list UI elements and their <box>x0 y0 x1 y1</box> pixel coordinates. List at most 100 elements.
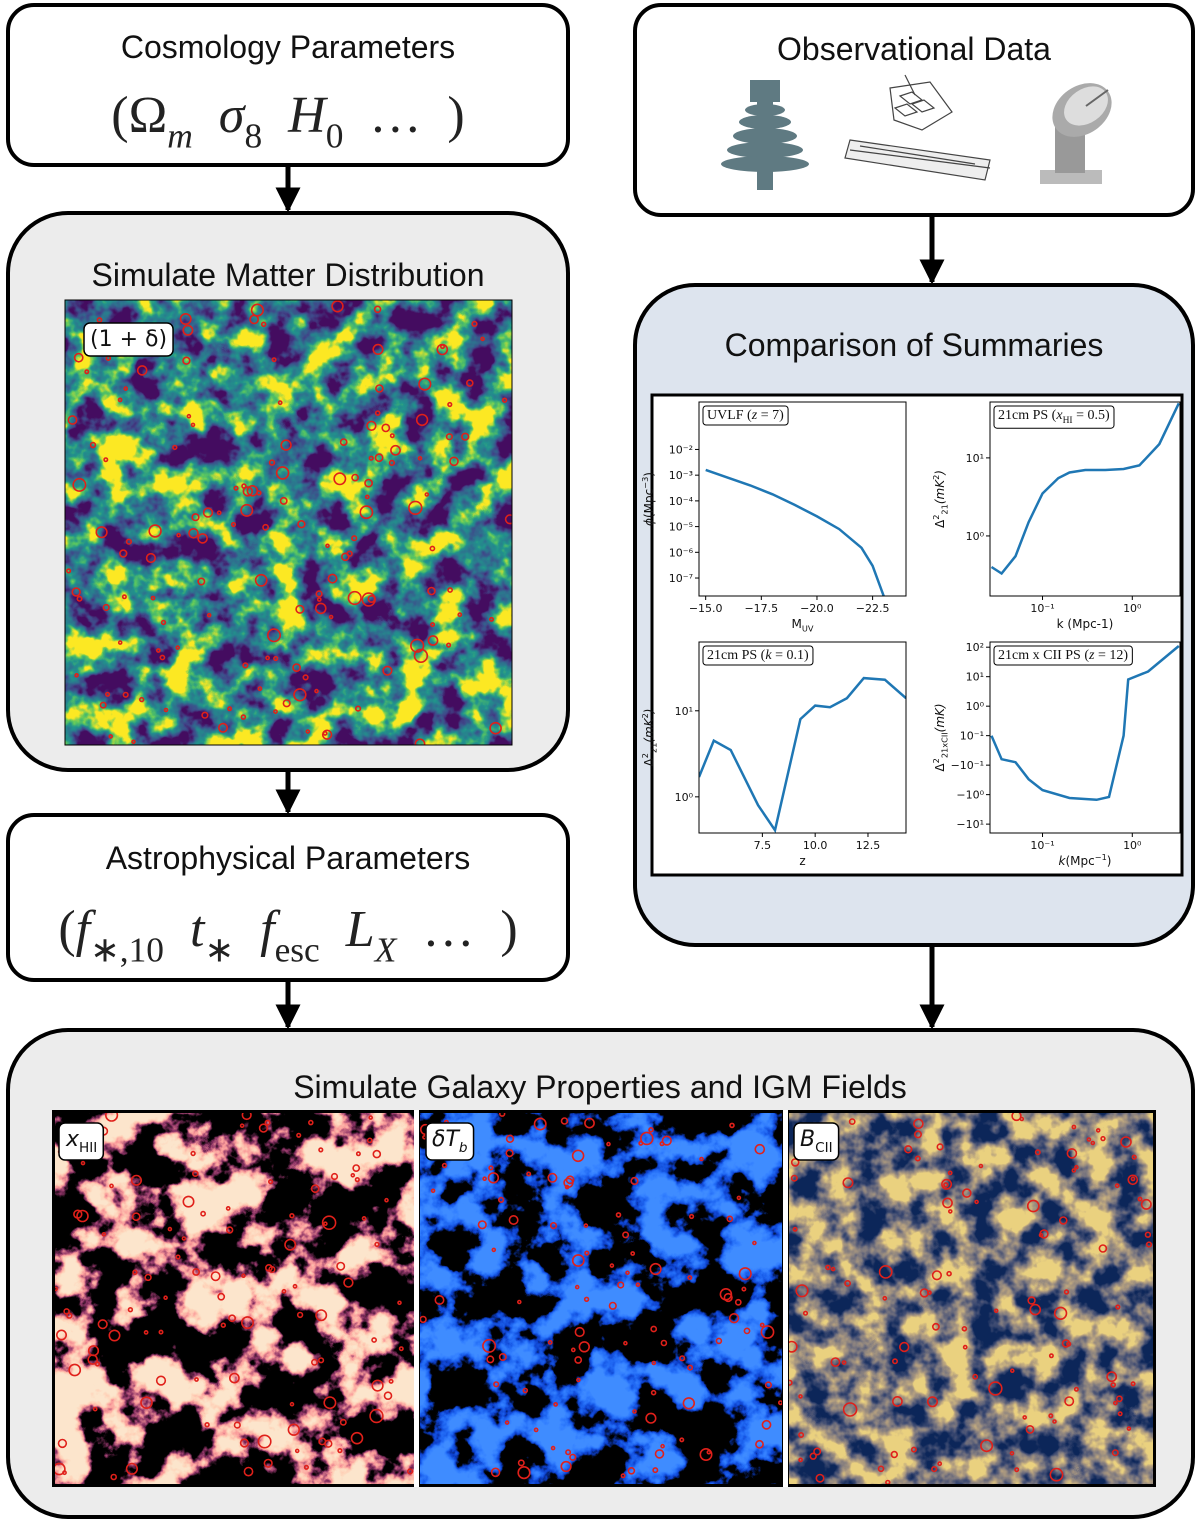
halo-marker <box>729 1122 735 1129</box>
halo-marker <box>1117 1411 1123 1417</box>
panel-label-box <box>793 1122 840 1161</box>
halo-marker <box>715 1337 723 1345</box>
node-title: Simulate Galaxy Properties and IGM Field… <box>293 1069 907 1105</box>
halo-marker <box>57 1438 68 1449</box>
y-tick-label: 10⁰ <box>966 700 985 713</box>
charts: −15.0 −17.5 −20.0 −22.510⁻⁷10⁻⁶10⁻⁵10⁻⁴10⁻³… <box>640 401 1181 868</box>
halo-marker <box>262 523 269 531</box>
halo-marker <box>314 688 319 694</box>
halo-marker <box>281 1288 287 1294</box>
halo-marker <box>941 1178 953 1190</box>
halo-marker <box>143 1330 149 1335</box>
halo-marker <box>547 1340 553 1345</box>
halo-marker <box>364 494 370 500</box>
halo-marker <box>167 1226 173 1232</box>
halo-marker <box>434 1295 445 1306</box>
halo-marker <box>687 1364 694 1371</box>
halo-marker <box>351 535 358 542</box>
halo-marker <box>427 635 439 646</box>
halo-marker <box>303 1464 310 1470</box>
halo-marker <box>961 1326 968 1332</box>
halo-marker <box>632 1409 637 1414</box>
separator <box>783 1110 788 1487</box>
halo-marker <box>318 1147 324 1153</box>
halo-marker <box>254 573 268 587</box>
halo-marker <box>943 1182 949 1188</box>
halo-marker <box>571 1149 585 1163</box>
halo-marker <box>583 1296 590 1303</box>
halo-marker <box>294 1448 300 1454</box>
halo-marker <box>192 1170 199 1177</box>
halo-marker <box>351 473 359 482</box>
halo-marker <box>359 505 374 520</box>
y-tick-label: 10⁻¹ <box>960 730 984 743</box>
halo-marker <box>815 1473 825 1483</box>
halo-marker <box>620 1473 626 1479</box>
halo-marker <box>125 538 132 545</box>
halo-marker <box>1127 1174 1139 1186</box>
halo-marker <box>398 1346 404 1352</box>
halo-marker <box>318 1437 327 1446</box>
halo-marker <box>841 1360 847 1366</box>
halo-marker <box>132 1269 138 1276</box>
chart-title-box <box>702 405 789 426</box>
halo-marker <box>790 1158 800 1167</box>
chart-title: 21cm PS (k = 0.1) <box>707 648 809 663</box>
halo-marker <box>413 648 429 663</box>
text-segment: 2 <box>931 475 941 480</box>
halo-marker <box>738 1267 752 1281</box>
halo-marker <box>67 415 78 425</box>
plot-frame <box>989 401 1181 597</box>
halo-marker <box>461 432 470 441</box>
halo-marker <box>369 1408 384 1424</box>
chart: 10⁻¹ 10⁰ −10¹ −10⁰ −10⁻¹ 10⁻¹ 10⁰ 10¹ 10² k(Mpc−1… <box>931 641 1181 868</box>
halo-marker <box>263 1458 273 1468</box>
halo-marker <box>809 1452 817 1460</box>
halo-marker <box>339 438 348 446</box>
halo-marker <box>1110 1382 1116 1388</box>
halo-marker <box>372 343 384 356</box>
text-segment: CII <box>815 1140 833 1156</box>
halo-marker <box>488 616 494 622</box>
halo-marker <box>327 573 338 584</box>
halo-marker <box>268 1179 274 1185</box>
halo-marker <box>719 1288 733 1301</box>
halo-marker <box>1034 1149 1041 1156</box>
halo-marker <box>388 459 396 467</box>
halo-marker <box>316 597 322 602</box>
x-axis-label: z <box>799 854 805 868</box>
halo-marker <box>489 721 502 735</box>
halo-marker <box>350 1431 364 1445</box>
text-segment: x <box>1055 408 1063 423</box>
halo-marker <box>206 612 212 618</box>
halo-marker <box>699 1156 704 1162</box>
halo-marker <box>898 1341 910 1353</box>
halo-marker <box>477 1220 487 1230</box>
x-tick-label: 10⁻¹ <box>1030 602 1054 615</box>
halo-marker <box>330 1172 339 1181</box>
halo-marker <box>482 1176 487 1181</box>
y-tick-label: 10⁻³ <box>669 469 693 482</box>
halo-marker <box>226 1226 234 1234</box>
halo-marker <box>547 1172 558 1183</box>
halo-marker <box>498 1353 507 1362</box>
halo-marker <box>679 1355 686 1362</box>
text-segment: Δ <box>933 519 947 528</box>
halo-marker <box>371 1337 377 1343</box>
halo-marker <box>249 314 259 325</box>
halo-marker <box>1025 1425 1035 1434</box>
halo-marker <box>1053 1306 1068 1321</box>
halo-marker <box>946 1270 952 1277</box>
halo-marker <box>736 1195 742 1201</box>
halo-marker <box>127 1306 134 1313</box>
halo-marker <box>131 739 136 745</box>
halo-marker <box>499 1113 506 1117</box>
halo-marker <box>706 1449 712 1455</box>
halo-marker <box>505 1134 515 1144</box>
halo-marker <box>608 1301 617 1310</box>
halo-marker <box>76 1209 89 1223</box>
halo-marker <box>517 1465 531 1480</box>
panel-label-box <box>83 322 174 357</box>
halo-marker <box>241 1316 255 1330</box>
